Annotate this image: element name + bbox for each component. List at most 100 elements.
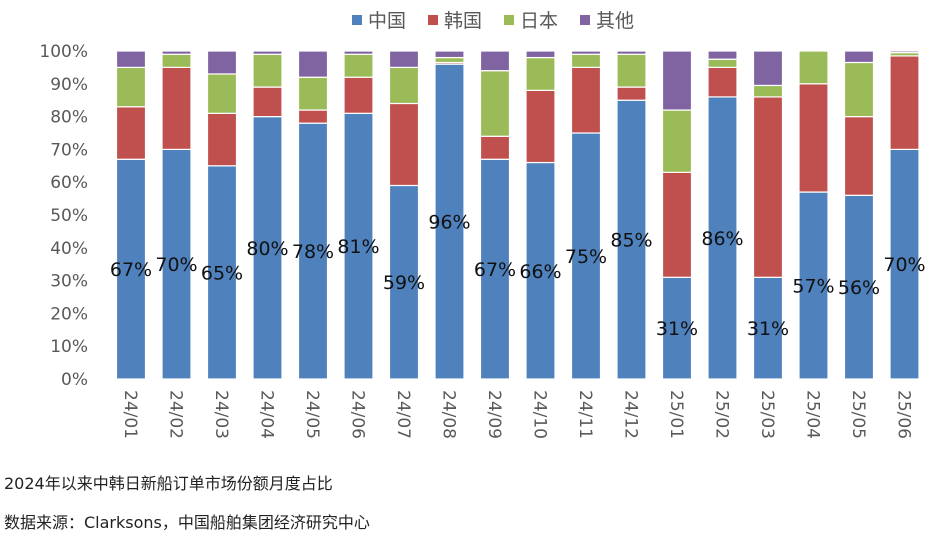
chart-caption: 2024年以来中韩日新船订单市场份额月度占比	[4, 474, 333, 493]
bar-segment	[661, 50, 693, 111]
x-tick-label: 25/03	[757, 390, 777, 439]
x-tick-label: 24/08	[439, 390, 459, 439]
data-label: 78%	[292, 241, 334, 263]
bar-segment	[343, 50, 374, 55]
x-tick-label: 25/02	[712, 390, 732, 439]
y-tick-label: 50%	[50, 206, 88, 226]
data-label: 70%	[883, 254, 925, 276]
legend-swatch	[352, 14, 362, 25]
bar-segment	[434, 63, 465, 380]
legend-label: 日本	[520, 10, 559, 32]
bar-segment	[707, 50, 738, 60]
bar-segment	[707, 58, 738, 69]
legend-swatch	[504, 14, 515, 25]
bar-segment	[252, 50, 283, 55]
data-label: 67%	[110, 259, 152, 281]
x-tick-label: 24/03	[211, 390, 231, 439]
bar-segment	[297, 50, 329, 78]
x-tick-label: 24/07	[393, 390, 413, 439]
bar-segment	[115, 106, 147, 160]
x-tick-label: 25/06	[894, 390, 914, 439]
bar-segment	[343, 112, 374, 380]
bar-segment	[297, 76, 329, 111]
y-tick-label: 20%	[50, 304, 88, 324]
bar-segment	[434, 50, 465, 59]
x-tick-label: 24/12	[621, 390, 641, 439]
bar-segment	[206, 50, 238, 75]
bar-segment	[707, 96, 738, 380]
bar-segment	[252, 115, 283, 380]
bar-segment	[206, 73, 238, 114]
bar-segment	[843, 61, 875, 118]
bar-segment	[616, 86, 647, 101]
bar-segment	[388, 184, 420, 380]
legend-label: 韩国	[444, 10, 483, 32]
data-label: 57%	[792, 276, 834, 298]
y-tick-label: 70%	[50, 140, 88, 160]
legend-swatch	[580, 14, 591, 25]
bar-segment	[161, 66, 192, 151]
bar-segment	[388, 66, 420, 105]
bar-segment	[161, 148, 192, 380]
data-label: 67%	[474, 259, 516, 281]
x-tick-label: 24/11	[575, 390, 595, 439]
bar-segment	[752, 84, 784, 98]
bar-segment	[161, 50, 192, 55]
bar-segment	[479, 135, 511, 160]
bar-segment	[479, 70, 511, 137]
bar-segment	[616, 99, 647, 380]
y-tick-label: 90%	[50, 75, 88, 95]
legend-item-other: 其他	[580, 6, 634, 33]
bar-segment	[434, 56, 465, 64]
bar-segment	[252, 86, 283, 118]
bar-segment	[752, 96, 784, 278]
bar-segment	[479, 50, 511, 72]
bar-segment	[843, 115, 875, 196]
bar-segment	[570, 132, 602, 380]
bar-segment	[388, 102, 420, 187]
data-label: 96%	[428, 212, 470, 234]
data-label: 31%	[747, 318, 789, 340]
bar-segment	[388, 50, 420, 68]
y-tick-label: 80%	[50, 108, 88, 128]
data-label: 85%	[610, 230, 652, 252]
bar-segment	[843, 50, 875, 64]
data-label: 86%	[701, 228, 743, 250]
bar-segment	[889, 50, 920, 54]
data-label: 81%	[337, 236, 379, 258]
bar-segment	[115, 66, 147, 108]
x-tick-label: 24/01	[120, 390, 140, 439]
data-label: 31%	[656, 318, 698, 340]
legend-item-china: 中国	[352, 6, 406, 33]
bar-segment	[843, 194, 875, 380]
stacked-bar-chart: 0% 10% 20% 30% 40% 50% 60% 70% 80% 90% 100% 67% 24/0…	[39, 42, 925, 439]
data-label: 80%	[246, 238, 288, 260]
bar-segment	[115, 158, 147, 380]
bar-segment	[570, 50, 602, 55]
bar-segment	[616, 53, 647, 88]
bar-segment	[525, 50, 556, 59]
bar-segment	[570, 66, 602, 134]
bar-segment	[570, 53, 602, 68]
data-label: 59%	[383, 272, 425, 294]
data-label: 65%	[201, 262, 243, 284]
bar-segment	[297, 109, 329, 124]
legend-label: 中国	[368, 10, 407, 32]
y-tick-label: 60%	[50, 173, 88, 193]
bar-segment	[661, 171, 693, 278]
bar-segment	[752, 50, 784, 87]
x-tick-label: 24/09	[484, 390, 504, 439]
bar-segment	[479, 158, 511, 380]
x-tick-label: 25/05	[848, 390, 868, 439]
x-tick-label: 24/05	[302, 390, 322, 439]
bar-segment	[616, 50, 647, 55]
bar-segment	[707, 66, 738, 98]
data-source: 数据来源：Clarksons，中国船舶集团经济研究中心	[4, 513, 370, 532]
legend-item-korea: 韩国	[428, 6, 482, 33]
bar-segment	[752, 276, 784, 380]
bar-segment	[343, 53, 374, 78]
x-tick-label: 24/06	[348, 390, 368, 439]
legend-label: 其他	[596, 10, 635, 32]
bar-segment	[252, 53, 283, 88]
y-tick-label: 30%	[50, 272, 88, 292]
